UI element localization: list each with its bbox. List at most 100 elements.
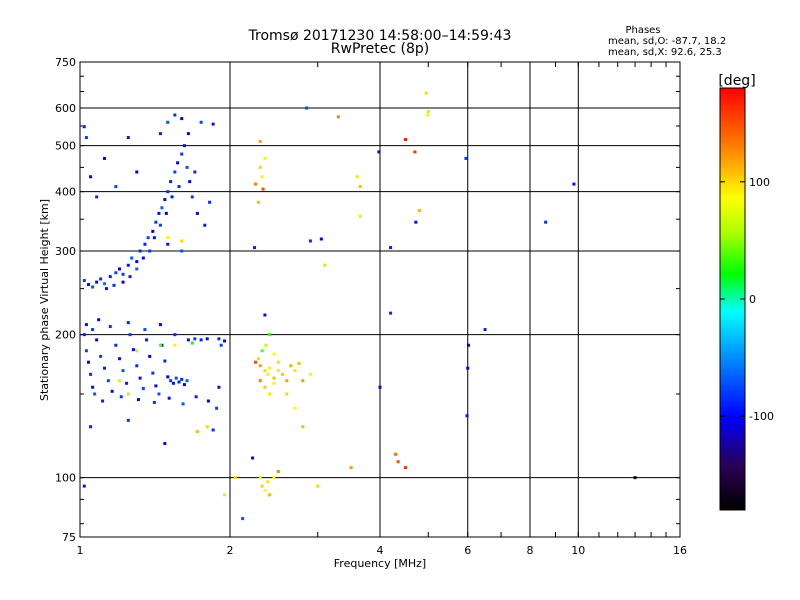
data-point-x (316, 484, 320, 488)
data-point-o (103, 282, 107, 286)
x-tick-label: 10 (571, 544, 585, 557)
data-point-o (126, 136, 130, 140)
data-point-o (174, 376, 178, 380)
data-point-o (125, 381, 129, 385)
data-point-o (143, 328, 147, 332)
data-point-x (336, 115, 340, 119)
data-point-o (82, 279, 86, 283)
colorbar-tick-label: 100 (749, 176, 770, 189)
data-point-o (193, 170, 197, 174)
data-point-x (195, 430, 199, 434)
data-point-o (84, 349, 88, 353)
data-point-o (91, 328, 95, 332)
data-point-o (181, 402, 185, 406)
data-point-x (223, 493, 227, 497)
data-point-o (193, 337, 197, 341)
data-point-x (260, 349, 264, 353)
data-point-o (154, 220, 158, 224)
data-point-x (158, 343, 162, 347)
data-point-o (251, 456, 255, 460)
stats-x-line: mean, sd,X: 92.6, 25.3 (608, 47, 722, 58)
data-point-x (289, 364, 293, 368)
x-tick-label: 16 (673, 544, 687, 557)
data-point-o (99, 277, 103, 281)
data-point-o (203, 223, 207, 227)
stats-heading: Phases (625, 25, 660, 36)
data-point-x (258, 379, 262, 383)
data-point-o (108, 325, 112, 329)
colorbar-tick-label: 0 (749, 293, 756, 306)
data-point-x (358, 214, 362, 218)
data-points (82, 91, 637, 521)
data-point-x (126, 392, 130, 396)
data-point-o (378, 385, 382, 389)
data-point-o (91, 385, 95, 389)
data-point-o (93, 392, 97, 396)
data-point-o (158, 132, 162, 136)
data-point-o (171, 381, 175, 385)
data-point-o (158, 323, 162, 327)
data-point-o (182, 144, 186, 148)
data-point-o (169, 180, 173, 184)
colorbar-tick-label: -100 (749, 410, 774, 423)
data-point-x (264, 343, 268, 347)
data-point-o (170, 195, 174, 199)
y-tick-label: 500 (55, 140, 76, 153)
data-point-o (95, 280, 99, 284)
data-point-x (413, 150, 417, 154)
data-point-o (141, 256, 145, 260)
data-point-o (377, 150, 381, 154)
data-point-o (466, 366, 470, 370)
data-point-o (182, 383, 186, 387)
data-point-o (215, 406, 219, 410)
data-point-o (164, 211, 168, 215)
data-point-x (173, 343, 177, 347)
data-point-o (217, 385, 221, 389)
data-point-o (95, 195, 99, 199)
data-point-o (152, 400, 156, 404)
data-point-o (131, 348, 135, 352)
data-point-x (394, 452, 398, 456)
x-tick-label: 8 (527, 544, 534, 557)
data-point-o (82, 484, 86, 488)
data-point-x (258, 140, 262, 144)
data-point-o (211, 122, 215, 126)
data-point-o (89, 175, 93, 179)
data-point-x (308, 372, 312, 376)
data-point-o (180, 249, 184, 253)
y-tick-label: 400 (55, 186, 76, 199)
colorbar: [deg] 100 0 -100 (718, 73, 774, 511)
data-point-o (414, 220, 418, 224)
data-point-x (272, 352, 276, 356)
data-point-o (126, 418, 130, 422)
data-point-o (89, 372, 93, 376)
data-point-x (297, 361, 301, 365)
data-point-o (177, 380, 181, 384)
data-point-x (426, 109, 430, 113)
data-point-x (258, 476, 262, 480)
data-point-x (301, 425, 305, 429)
data-point-o (154, 384, 158, 388)
data-point-o (466, 343, 470, 347)
data-point-x (205, 425, 209, 429)
data-point-o (195, 211, 199, 215)
data-point-o (114, 271, 118, 275)
data-point-x (276, 470, 280, 474)
data-point-o (205, 337, 209, 341)
data-point-o (185, 379, 189, 383)
data-point-o (217, 337, 221, 341)
data-point-o (114, 185, 118, 189)
data-point-x (260, 175, 264, 179)
data-point-o (82, 125, 86, 129)
data-point-o (130, 256, 134, 260)
y-tick-label: 100 (55, 472, 76, 485)
data-point-o (166, 375, 170, 379)
data-point-o (199, 120, 203, 124)
data-point-x (323, 263, 327, 267)
data-point-x (256, 200, 260, 204)
data-point-x (117, 379, 121, 383)
data-point-x (263, 156, 267, 160)
y-axis-label: Stationary phase Virtual Height [km] (38, 199, 51, 401)
data-point-o (135, 170, 139, 174)
data-point-o (138, 376, 142, 380)
